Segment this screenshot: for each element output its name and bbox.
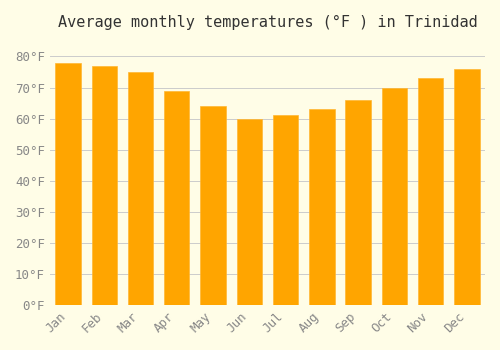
Title: Average monthly temperatures (°F ) in Trinidad: Average monthly temperatures (°F ) in Tr… xyxy=(58,15,478,30)
Bar xyxy=(200,106,226,305)
Bar xyxy=(164,91,190,305)
Bar xyxy=(309,109,334,305)
Bar xyxy=(418,78,444,305)
Bar xyxy=(56,63,80,305)
Bar xyxy=(454,69,479,305)
Bar xyxy=(346,100,371,305)
Bar xyxy=(92,66,117,305)
Bar xyxy=(236,119,262,305)
Bar xyxy=(128,72,153,305)
Bar xyxy=(273,116,298,305)
Bar xyxy=(382,88,407,305)
